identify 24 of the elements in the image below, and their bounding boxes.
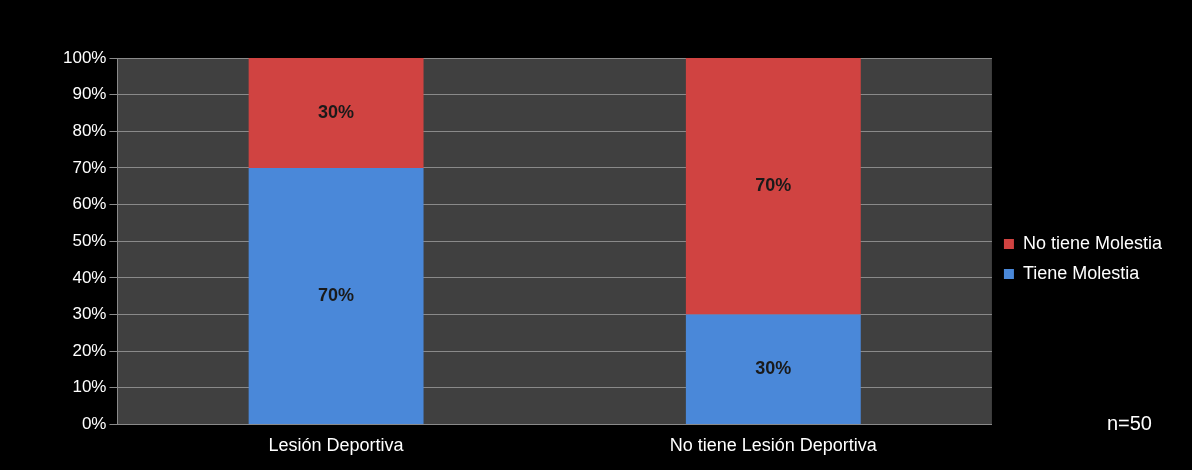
x-tick-label: No tiene Lesión Deportiva [669, 435, 878, 456]
y-tick-label: 30% [72, 304, 107, 324]
y-tick-label: 70% [72, 157, 107, 177]
text: n=50 [1106, 411, 1152, 434]
bar [248, 58, 424, 168]
y-tick-label: 40% [72, 267, 107, 287]
x-tick-label: Lesión Deportiva [268, 435, 405, 456]
data-label: 70% [755, 175, 792, 196]
y-tick-label: 100% [63, 47, 107, 67]
legend-label: No tiene Molestia [1022, 232, 1163, 253]
bar [685, 58, 861, 315]
legend-label: Tiene Molestia [1022, 262, 1141, 283]
data-label: 30% [755, 358, 792, 379]
bar [685, 314, 861, 424]
y-tick-label: 90% [72, 84, 107, 104]
data-label: 30% [318, 101, 355, 122]
y-tick-label: 20% [72, 340, 107, 360]
y-tick-label: 80% [72, 120, 107, 140]
y-tick-label: 0% [81, 414, 107, 434]
bar [248, 167, 424, 424]
y-tick-label: 60% [72, 194, 107, 214]
y-tick-label: 10% [72, 377, 107, 397]
y-tick-label: 50% [72, 230, 107, 250]
data-label: 70% [318, 284, 355, 305]
